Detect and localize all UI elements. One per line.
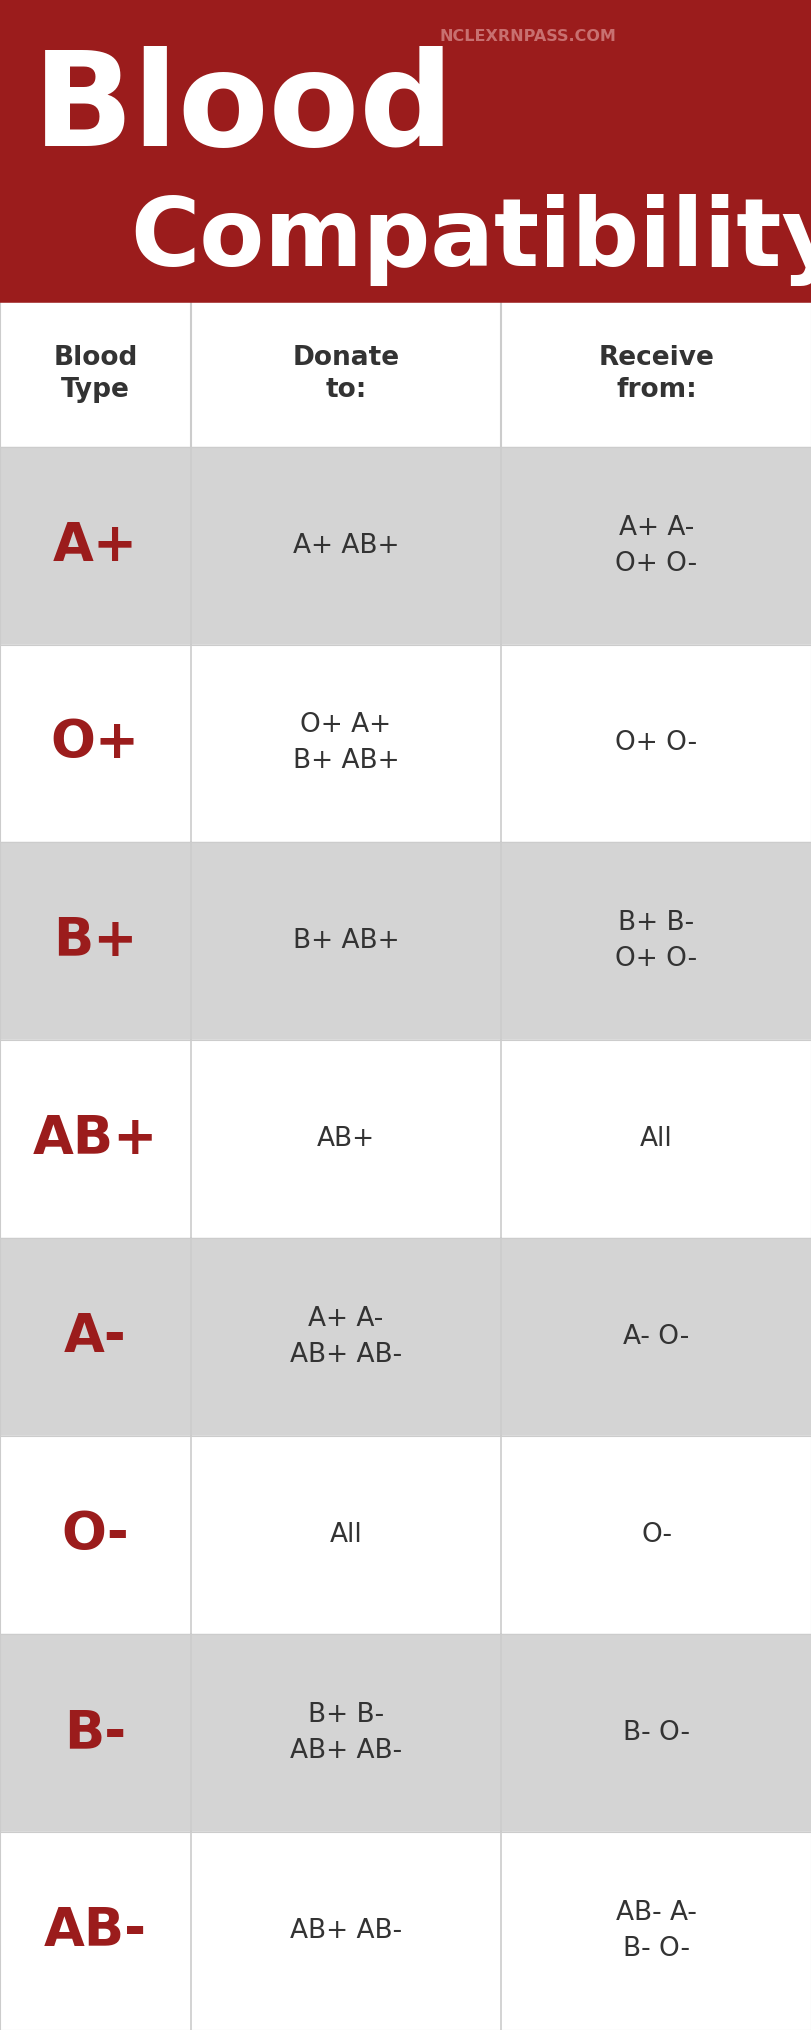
Text: B+: B+ <box>53 916 138 968</box>
Bar <box>0 1634 811 1831</box>
Bar <box>0 1039 811 1238</box>
Text: B+ B-
AB+ AB-: B+ B- AB+ AB- <box>290 1701 401 1764</box>
Text: A- O-: A- O- <box>623 1324 689 1350</box>
Text: AB- A-
B- O-: AB- A- B- O- <box>616 1900 696 1963</box>
Bar <box>0 842 811 1039</box>
Text: A+ A-
AB+ AB-: A+ A- AB+ AB- <box>290 1305 401 1368</box>
Text: AB+: AB+ <box>316 1127 375 1153</box>
Text: Blood
Type: Blood Type <box>54 345 137 402</box>
Text: A+: A+ <box>53 520 138 572</box>
Text: AB-: AB- <box>44 1904 147 1957</box>
Text: AB+: AB+ <box>32 1112 158 1165</box>
Text: B-: B- <box>64 1707 127 1760</box>
Text: A-: A- <box>64 1311 127 1364</box>
Text: O+ A+
B+ AB+: O+ A+ B+ AB+ <box>292 713 399 775</box>
Text: B+ AB+: B+ AB+ <box>292 928 399 954</box>
Bar <box>0 1831 811 2030</box>
Text: Compatibility: Compatibility <box>131 195 811 286</box>
Text: B- O-: B- O- <box>622 1719 689 1746</box>
Bar <box>0 646 811 842</box>
Text: O-: O- <box>62 1508 129 1561</box>
Text: Receive
from:: Receive from: <box>598 345 714 402</box>
Text: O+ O-: O+ O- <box>615 731 697 757</box>
Text: Donate
to:: Donate to: <box>292 345 399 402</box>
Bar <box>0 0 811 300</box>
Bar <box>0 1238 811 1437</box>
Text: All: All <box>639 1127 672 1153</box>
Text: Blood: Blood <box>32 47 454 173</box>
Text: A+ A-
O+ O-: A+ A- O+ O- <box>615 514 697 577</box>
Text: B+ B-
O+ O-: B+ B- O+ O- <box>615 909 697 972</box>
Text: O+: O+ <box>51 717 139 769</box>
Text: All: All <box>329 1522 362 1549</box>
Text: A+ AB+: A+ AB+ <box>292 532 399 558</box>
Text: AB+ AB-: AB+ AB- <box>290 1918 401 1945</box>
Bar <box>0 1435 811 1634</box>
Bar <box>0 300 811 447</box>
Text: NCLEXRNPASS.COM: NCLEXRNPASS.COM <box>439 28 616 43</box>
Text: O-: O- <box>640 1522 672 1549</box>
Bar <box>0 447 811 646</box>
